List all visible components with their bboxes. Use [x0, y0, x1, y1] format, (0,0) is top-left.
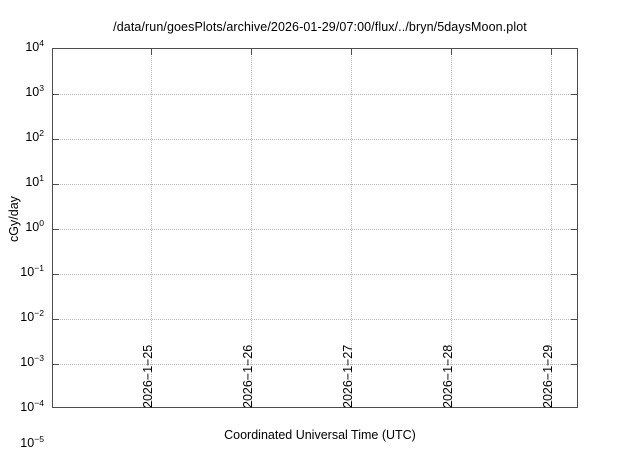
gridline-horizontal [53, 229, 577, 230]
y-axis-title: cGy/day [7, 196, 21, 242]
tick-marks [53, 49, 577, 407]
gridline-horizontal [53, 184, 577, 185]
y-axis-tick-label: 10−3 [20, 352, 44, 369]
y-axis-tick [53, 139, 59, 140]
gridline-horizontal [53, 274, 577, 275]
gridline-horizontal [53, 319, 577, 320]
data-series-layer [53, 49, 577, 407]
y-axis-tick [571, 319, 577, 320]
x-axis-tick-label: 2026−1−26 [241, 344, 255, 408]
x-axis-tick-label: 2026−1−29 [541, 344, 555, 408]
x-axis-tick-label: 2026−1−27 [341, 344, 355, 408]
y-axis-tick-label-clipped: 10−5 [20, 433, 44, 450]
y-axis-tick-label: 104 [25, 37, 44, 54]
gridline-horizontal [53, 364, 577, 365]
y-axis-tick [571, 184, 577, 185]
x-axis-title: Coordinated Universal Time (UTC) [224, 428, 416, 442]
y-axis-tick-label: 102 [25, 127, 44, 144]
y-axis-tick [53, 364, 59, 365]
x-axis-tick [451, 49, 452, 55]
x-axis-tick [551, 49, 552, 55]
gridline-horizontal [53, 94, 577, 95]
gridlines [53, 49, 577, 407]
y-axis-tick [571, 94, 577, 95]
plot-frame [52, 48, 578, 408]
y-axis-tick-label: 10−4 [20, 397, 44, 414]
y-axis-tick [53, 94, 59, 95]
y-axis-tick [53, 319, 59, 320]
y-axis-tick-label: 10−1 [20, 262, 44, 279]
y-axis-tick-label: 101 [25, 172, 44, 189]
y-axis-tick [571, 229, 577, 230]
y-axis-tick-label: 103 [25, 82, 44, 99]
y-axis-tick [53, 229, 59, 230]
y-axis-tick-label: 10−2 [20, 307, 44, 324]
x-axis-tick [351, 49, 352, 55]
plot-title: /data/run/goesPlots/archive/2026-01-29/0… [113, 20, 527, 34]
y-axis-tick [53, 274, 59, 275]
x-axis-tick-label: 2026−1−25 [141, 344, 155, 408]
y-axis-tick-label: 100 [25, 217, 44, 234]
gridline-horizontal [53, 139, 577, 140]
x-axis-tick-label: 2026−1−28 [441, 344, 455, 408]
y-axis-tick [53, 184, 59, 185]
y-axis-tick [571, 274, 577, 275]
x-axis-tick [151, 49, 152, 55]
y-axis-tick [571, 364, 577, 365]
y-axis-tick [571, 139, 577, 140]
x-axis-tick [251, 49, 252, 55]
